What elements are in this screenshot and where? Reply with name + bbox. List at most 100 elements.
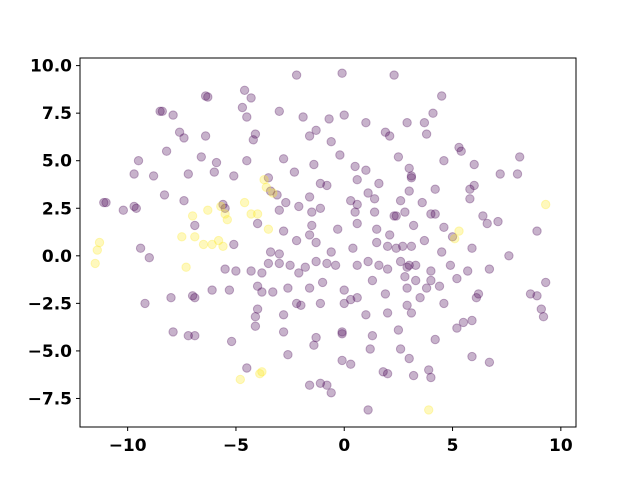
scatter-point xyxy=(161,146,172,156)
scatter-point xyxy=(337,329,347,339)
scatter-point xyxy=(140,298,150,309)
scatter-point xyxy=(307,207,317,217)
scatter-point xyxy=(315,203,326,214)
scatter-point xyxy=(434,281,445,291)
scatter-point xyxy=(367,331,378,341)
scatter-point xyxy=(220,264,230,274)
scatter-point xyxy=(404,353,414,364)
scatter-point xyxy=(235,374,246,385)
scatter-point xyxy=(335,150,345,160)
scatter-point xyxy=(211,157,222,168)
scatter-point xyxy=(452,273,462,284)
scatter-point xyxy=(101,197,111,208)
scatter-point xyxy=(538,312,549,322)
scatter-point xyxy=(406,241,417,252)
scatter-point xyxy=(315,378,326,388)
scatter-point xyxy=(352,260,362,270)
scatter-point xyxy=(239,197,250,208)
y-tick-label: 0.0 xyxy=(42,247,72,267)
scatter-point xyxy=(493,216,503,227)
scatter-point xyxy=(382,264,393,274)
scatter-point xyxy=(296,300,306,310)
scatter-point xyxy=(402,262,412,272)
scatter-point xyxy=(395,256,406,267)
scatter-point xyxy=(454,142,464,153)
scatter-point xyxy=(374,178,384,189)
scatter-point xyxy=(159,190,170,200)
scatter-point xyxy=(250,312,261,322)
scatter-point xyxy=(393,152,404,162)
scatter-point xyxy=(458,317,469,328)
scatter-point xyxy=(380,289,391,299)
scatter-point xyxy=(408,220,419,231)
scatter-point xyxy=(168,110,178,120)
scatter-point xyxy=(268,188,278,198)
x-tick-label: 5 xyxy=(447,436,459,456)
scatter-point xyxy=(257,268,267,278)
scatter-point xyxy=(346,196,356,206)
scatter-point xyxy=(395,196,406,206)
scatter-point xyxy=(322,180,332,191)
scatter-point xyxy=(181,262,191,272)
scatter-point xyxy=(179,196,189,206)
scatter-point xyxy=(346,294,356,305)
scatter-point xyxy=(450,234,460,244)
scatter-point xyxy=(207,285,217,295)
scatter-point xyxy=(402,118,412,128)
scatter-point xyxy=(135,243,146,253)
scatter-point xyxy=(467,315,477,326)
scatter-point xyxy=(421,283,432,293)
scatter-point xyxy=(426,275,436,286)
scatter-point xyxy=(361,310,371,320)
scatter-point xyxy=(92,245,103,255)
scatter-point xyxy=(326,247,336,257)
scatter-point xyxy=(265,186,276,196)
scatter-point xyxy=(504,251,514,261)
scatter-point xyxy=(350,207,360,217)
scatter-point xyxy=(246,93,256,103)
scatter-point xyxy=(393,325,404,335)
scatter-point xyxy=(380,127,391,137)
scatter-point xyxy=(239,85,250,96)
scatter-point xyxy=(298,112,308,122)
scatter-point xyxy=(237,102,248,113)
scatter-point xyxy=(402,300,412,310)
scatter-point xyxy=(242,112,252,122)
scatter-point xyxy=(90,258,100,269)
scatter-point xyxy=(408,370,419,381)
scatter-point xyxy=(339,285,349,295)
scatter-point xyxy=(183,331,194,341)
scatter-point xyxy=(190,293,200,303)
scatter-point xyxy=(183,169,194,179)
scatter-point xyxy=(216,201,226,212)
scatter-point xyxy=(155,106,165,117)
scatter-point xyxy=(148,171,159,181)
scatter-point xyxy=(198,239,209,250)
scatter-point xyxy=(209,167,220,177)
y-tick-label: −2.5 xyxy=(28,294,72,314)
scatter-point xyxy=(382,241,393,252)
scatter-point xyxy=(333,224,343,234)
scatter-point xyxy=(402,283,412,293)
scatter-point xyxy=(157,106,168,117)
axes-frame xyxy=(79,57,577,428)
scatter-point xyxy=(400,207,410,217)
scatter-point xyxy=(304,230,315,240)
scatter-point xyxy=(426,209,436,219)
scatter-point xyxy=(532,291,542,301)
scatter-point xyxy=(482,218,492,229)
scatter-point xyxy=(352,175,362,185)
scatter-point xyxy=(250,321,261,331)
scatter-point xyxy=(257,287,267,297)
scatter-point xyxy=(484,357,495,367)
y-tick-label: 10.0 xyxy=(30,57,72,77)
x-tick-label: −10 xyxy=(109,436,147,456)
scatter-point xyxy=(439,298,449,309)
scatter-point xyxy=(478,211,488,221)
scatter-point xyxy=(166,293,176,303)
scatter-point xyxy=(274,258,284,269)
scatter-point xyxy=(311,256,321,267)
scatter-point xyxy=(365,344,375,354)
scatter-point xyxy=(339,110,349,120)
y-tick-label: −5.0 xyxy=(28,342,73,362)
